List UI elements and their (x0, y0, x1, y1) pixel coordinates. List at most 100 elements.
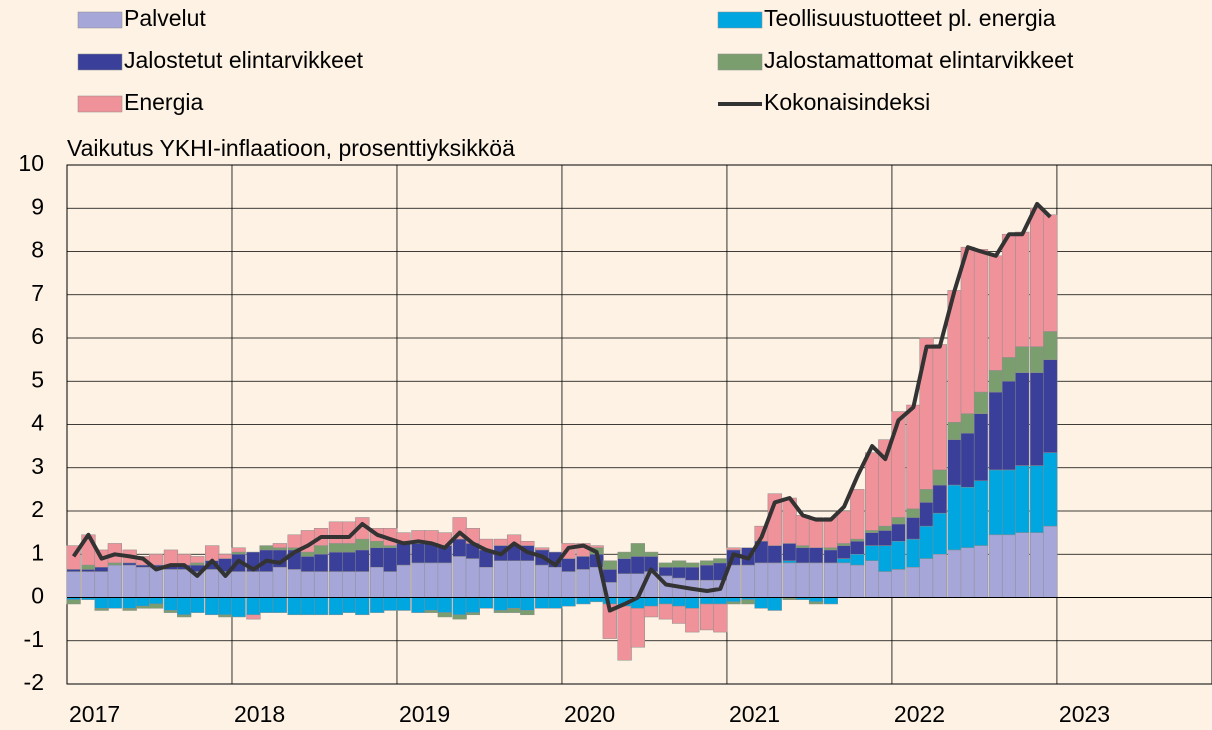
bar-segment (919, 502, 934, 527)
y-tick-label: 10 (18, 150, 44, 176)
bar-segment (850, 564, 865, 598)
bar-segment (1015, 372, 1030, 466)
bar-segment (94, 566, 109, 572)
bar-segment (836, 545, 852, 559)
bar-segment (850, 489, 865, 540)
bar-segment (878, 530, 893, 546)
bar-segment (713, 558, 728, 564)
bar-segment (891, 541, 906, 570)
bar-segment (1001, 469, 1017, 536)
bar-segment (960, 432, 975, 488)
bar-segment (66, 569, 81, 572)
bar-segment (1029, 532, 1045, 598)
bar-segment (878, 525, 893, 531)
bar-segment (643, 605, 659, 618)
bar-segment (452, 614, 467, 620)
bar-segment (246, 597, 261, 616)
bar-segment (370, 541, 385, 549)
bar-segment (94, 571, 109, 598)
bar-segment (973, 545, 989, 598)
bar-segment (122, 608, 137, 611)
bar-segment (246, 571, 261, 598)
bar-segment (973, 480, 989, 546)
bar-segment (589, 545, 604, 549)
bar-segment (66, 571, 81, 598)
bar-segment (932, 512, 947, 555)
bar-segment (135, 566, 151, 598)
bar-segment (259, 571, 274, 598)
bar-segment (465, 612, 480, 616)
bar-segment (231, 547, 246, 553)
bar-segment (947, 439, 962, 486)
bar-segment (795, 545, 810, 549)
bar-segment (823, 547, 839, 551)
bar-segment (700, 560, 715, 566)
bar-segment (396, 597, 411, 611)
bar-segment (122, 564, 137, 598)
bar-segment (617, 573, 632, 598)
bar-segment (94, 608, 109, 611)
bar-segment (630, 608, 645, 648)
bar-segment (919, 489, 934, 503)
bar-segment (850, 538, 865, 542)
bar-segment (726, 601, 741, 605)
legend-swatch (77, 95, 123, 113)
bar-segment (836, 562, 852, 598)
bar-segment (190, 562, 205, 566)
bar-segment (506, 560, 522, 598)
bar-segment (411, 597, 426, 613)
bar-segment (808, 562, 824, 598)
bar-segment (891, 569, 906, 598)
bar-segment (135, 597, 151, 607)
bar-segment (1029, 465, 1045, 533)
y-tick-label: 7 (31, 280, 44, 306)
bar-segment (548, 597, 563, 609)
bar-segment (272, 547, 287, 551)
bar-segment (259, 597, 274, 613)
bar-segment (878, 545, 893, 572)
bar-segment (823, 549, 839, 564)
bar-segment (190, 556, 205, 564)
y-tick-label: 2 (31, 496, 44, 522)
bar-segment (671, 560, 687, 568)
y-tick-label: 5 (31, 366, 44, 392)
bar-segment (424, 610, 439, 613)
x-tick-label: 2021 (729, 701, 780, 727)
bar-segment (1001, 233, 1017, 358)
bar-segment (383, 545, 398, 549)
bar-segment (535, 597, 550, 609)
bar-segment (313, 545, 329, 555)
x-tick-label: 2018 (234, 701, 285, 727)
bar-segment (163, 549, 179, 566)
bar-segment (713, 597, 728, 605)
bar-segment (671, 605, 687, 624)
bar-segment (355, 571, 370, 598)
y-axis-label: Vaikutus YKHI-inflaatioon, prosenttiyksi… (67, 135, 515, 161)
bar-segment (328, 597, 344, 616)
bar-segment (177, 597, 192, 616)
bar-segment (1015, 532, 1030, 598)
bar-segment (148, 566, 164, 598)
bar-segment (493, 538, 509, 546)
bar-segment (865, 560, 880, 598)
bar-segment (231, 597, 246, 618)
bar-segment (520, 541, 535, 546)
bar-segment (218, 554, 233, 559)
bar-segment (906, 566, 921, 598)
bar-segment (300, 551, 316, 557)
bar-segment (643, 551, 659, 557)
bar-segment (81, 564, 96, 570)
bar-segment (617, 605, 632, 661)
bar-segment (878, 571, 893, 598)
bar-segment (205, 597, 220, 616)
bar-segment (328, 521, 344, 544)
bar-segment (452, 556, 467, 598)
bar-segment (617, 551, 632, 559)
bar-segment (81, 569, 96, 572)
bar-segment (865, 530, 880, 533)
bar-segment (988, 255, 1003, 371)
legend-swatch (717, 11, 763, 29)
bar-segment (988, 469, 1003, 536)
bar-segment (1015, 465, 1030, 533)
bar-segment (313, 571, 329, 598)
